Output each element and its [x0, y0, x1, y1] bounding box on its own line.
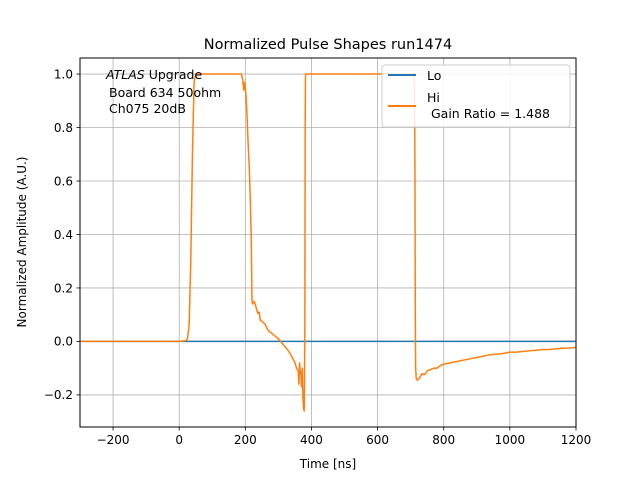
- y-axis-label: Normalized Amplitude (A.U.): [15, 157, 29, 328]
- plot-frame: [79, 57, 577, 428]
- series-layer: [80, 73, 576, 412]
- legend-label-hi: Hi: [427, 90, 440, 105]
- x-tick-label: 200: [234, 433, 257, 447]
- chart-title: Normalized Pulse Shapes run1474: [204, 37, 452, 53]
- y-axis-ticks: −0.2 0.0 0.2 0.4 0.6 0.8 1.0: [44, 67, 80, 402]
- legend: Lo Hi Gain Ratio = 1.488: [381, 64, 571, 128]
- y-tick-label: 0.0: [54, 335, 73, 349]
- legend-sublabel-hi: Gain Ratio = 1.488: [427, 106, 550, 121]
- x-tick-label: 1000: [495, 433, 526, 447]
- y-tick-label: 1.0: [54, 67, 73, 81]
- y-tick-label: 0.8: [54, 121, 73, 135]
- y-tick-label: −0.2: [44, 388, 73, 402]
- legend-label-lo: Lo: [427, 68, 441, 83]
- x-tick-label: 0: [175, 433, 183, 447]
- x-axis-label: Time [ns]: [299, 457, 356, 471]
- x-tick-label: 400: [300, 433, 323, 447]
- annotation-atlas-italic: ATLAS: [105, 67, 145, 82]
- y-tick-label: 0.6: [54, 174, 73, 188]
- legend-box: [381, 64, 571, 128]
- atlas-annotation: ATLAS Upgrade Board 634 50ohm Ch075 20dB: [105, 67, 221, 116]
- y-tick-label: 0.4: [54, 228, 73, 242]
- x-tick-label: 800: [432, 433, 455, 447]
- annotation-line-3: Ch075 20dB: [109, 101, 186, 116]
- annotation-line-2: Board 634 50ohm: [109, 85, 221, 100]
- x-tick-label: −200: [97, 433, 130, 447]
- y-tick-label: 0.2: [54, 281, 73, 295]
- x-tick-label: 1200: [561, 433, 592, 447]
- annotation-upgrade: Upgrade: [145, 67, 203, 82]
- x-tick-label: 600: [366, 433, 389, 447]
- series-line-hi: [80, 73, 576, 412]
- annotation-line-1: ATLAS Upgrade: [105, 67, 202, 82]
- x-axis-ticks: −200 0 200 400 600 800 1000 1200: [97, 427, 592, 447]
